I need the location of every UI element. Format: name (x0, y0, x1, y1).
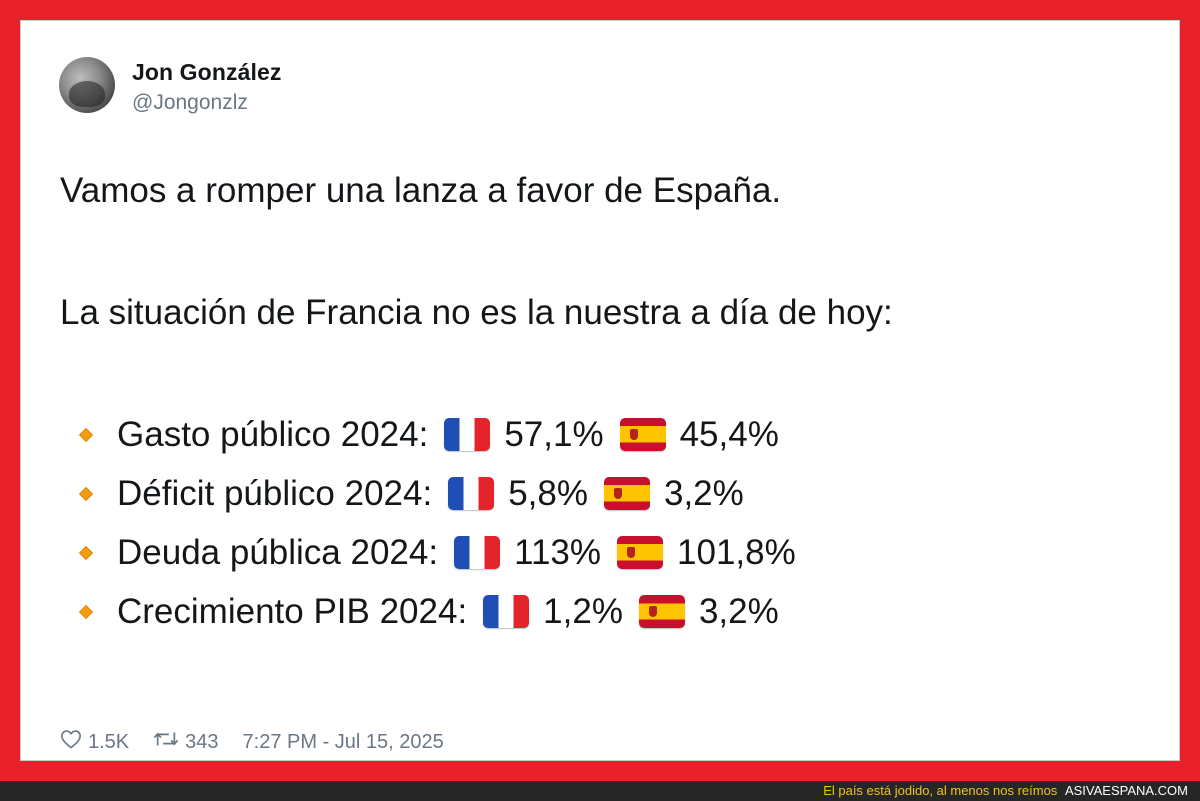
france-value: 113% (514, 533, 602, 572)
flag-france-icon (444, 417, 491, 451)
retweet-count: 343 (185, 730, 219, 753)
orange-diamond-icon (78, 545, 94, 561)
tweet-timestamp[interactable]: 7:27 PM - Jul 15, 2025 (242, 730, 444, 753)
france-value: 57,1% (504, 415, 604, 454)
red-frame: Jon González @Jongonzlz Vamos a romper u… (20, 20, 1180, 761)
bullet-label: Crecimiento PIB 2024: (117, 592, 468, 631)
france-value: 1,2% (543, 592, 623, 631)
bullet-item: Gasto público 2024: 57,1% 45,4% (78, 410, 779, 460)
france-value: 5,8% (508, 474, 588, 513)
flag-spain-icon (619, 417, 666, 451)
flag-france-icon (483, 594, 530, 628)
flag-france-icon (454, 535, 501, 569)
spain-value: 3,2% (698, 592, 779, 631)
avatar[interactable] (59, 57, 115, 113)
heart-icon[interactable] (60, 729, 82, 755)
bullet-label: Gasto público 2024: (117, 415, 429, 454)
spain-value: 45,4% (679, 415, 779, 454)
retweet-icon[interactable] (153, 729, 179, 755)
flag-spain-icon (603, 476, 650, 510)
flag-spain-icon (617, 535, 664, 569)
bullet-item: Crecimiento PIB 2024: 1,2% 3,2% (78, 587, 779, 637)
tweet-text-line-2: La situación de Francia no es la nuestra… (60, 293, 893, 332)
bullet-label: Deuda pública 2024: (117, 533, 439, 572)
bullet-item: Deuda pública 2024: 113% 101,8% (78, 528, 796, 578)
spain-value: 101,8% (677, 533, 796, 572)
like-count: 1.5K (88, 730, 130, 753)
caption-text: El país está jodido, al menos nos reímos (823, 783, 1058, 798)
author-display-name[interactable]: Jon González (132, 59, 282, 85)
tweet-card: Jon González @Jongonzlz Vamos a romper u… (20, 20, 1180, 761)
bullet-item: Déficit público 2024: 5,8% 3,2% (78, 469, 744, 519)
orange-diamond-icon (78, 427, 94, 443)
author-handle[interactable]: @Jongonzlz (132, 91, 248, 114)
tweet-footer: 1.5K 343 7:27 PM - Jul 15, 2025 (60, 729, 444, 755)
caption-site[interactable]: ASIVAESPANA.COM (1064, 783, 1188, 798)
tweet-text-line-1: Vamos a romper una lanza a favor de Espa… (60, 171, 782, 210)
caption-bar: El país está jodido, al menos nos reímos… (0, 781, 1200, 801)
flag-spain-icon (638, 594, 685, 628)
bullet-label: Déficit público 2024: (117, 474, 433, 513)
orange-diamond-icon (78, 486, 94, 502)
orange-diamond-icon (78, 604, 94, 620)
flag-france-icon (448, 476, 495, 510)
spain-value: 3,2% (663, 474, 744, 513)
